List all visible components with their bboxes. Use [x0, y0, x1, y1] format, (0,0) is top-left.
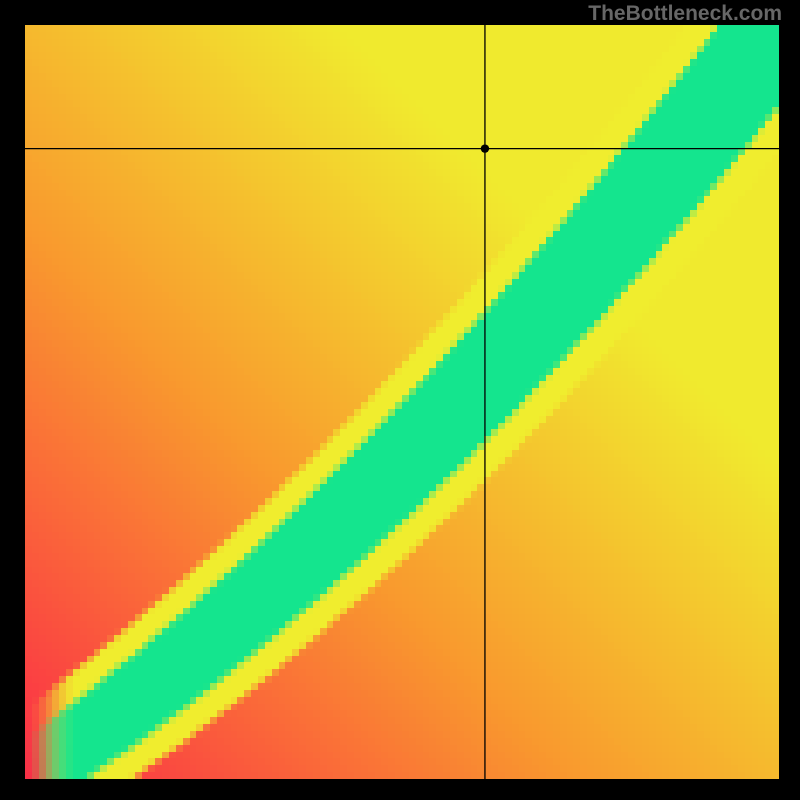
- heatmap-canvas: [25, 25, 779, 779]
- chart-root: TheBottleneck.com: [0, 0, 800, 800]
- watermark-text: TheBottleneck.com: [588, 2, 782, 26]
